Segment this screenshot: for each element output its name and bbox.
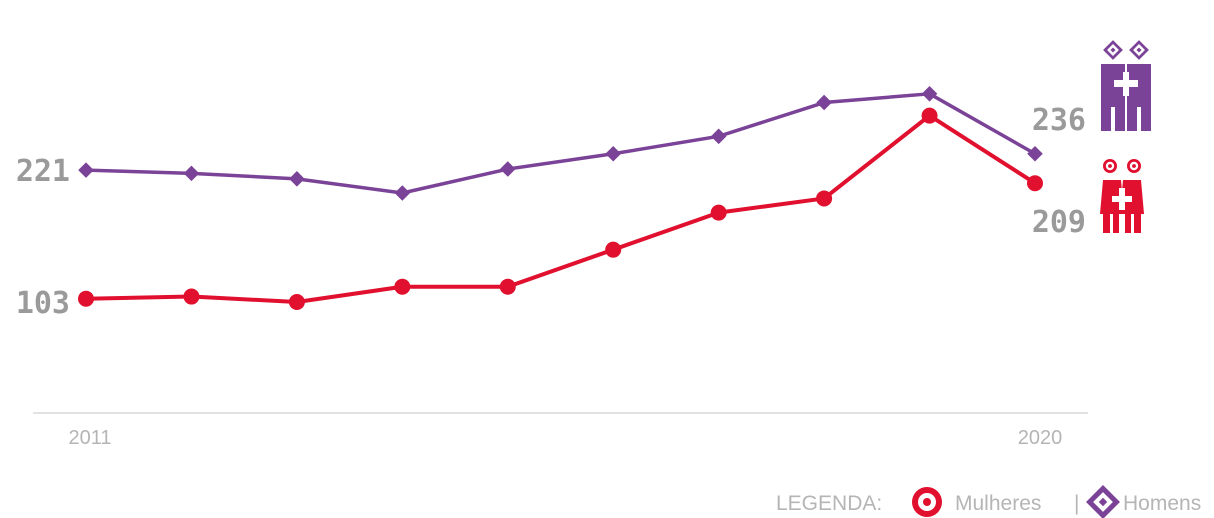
data-point-homens-2014 xyxy=(394,185,411,201)
data-point-mulheres-2018 xyxy=(816,190,833,207)
data-point-mulheres-2013 xyxy=(288,294,305,310)
data-point-mulheres-2014 xyxy=(394,278,411,295)
start-label-mulheres: 103 xyxy=(16,286,70,321)
diamond-target-icon xyxy=(1086,485,1120,518)
legend: LEGENDA: Mulheres | Homens xyxy=(776,485,1201,518)
circle-target-icon xyxy=(912,487,942,517)
x-tick-label-start: 2011 xyxy=(68,427,111,449)
start-label-homens: 221 xyxy=(16,154,70,189)
end-label-mulheres: 209 xyxy=(1032,205,1086,240)
data-point-homens-2016 xyxy=(605,145,622,162)
end-label-homens: 236 xyxy=(1032,103,1086,138)
data-point-homens-2019 xyxy=(921,86,938,102)
data-point-homens-2013 xyxy=(289,171,305,187)
male-pictogram-icon xyxy=(1101,40,1151,131)
legend-label-homens: Homens xyxy=(1123,492,1201,515)
data-point-homens-2015 xyxy=(499,161,516,177)
legend-separator: | xyxy=(1074,492,1079,515)
data-point-mulheres-2011 xyxy=(78,290,94,307)
data-point-mulheres-2017 xyxy=(710,204,727,221)
data-point-homens-2017 xyxy=(710,128,727,145)
data-point-homens-2012 xyxy=(183,165,200,182)
x-tick-label-end: 2020 xyxy=(1018,427,1063,449)
data-point-mulheres-2012 xyxy=(183,288,200,305)
data-point-mulheres-2016 xyxy=(605,241,622,258)
data-point-mulheres-2019 xyxy=(921,107,938,124)
data-point-mulheres-2020 xyxy=(1027,175,1043,192)
series-line-mulheres xyxy=(85,113,1037,304)
data-point-homens-2020 xyxy=(1027,145,1043,162)
series-layer xyxy=(78,86,1043,310)
series-line-homens xyxy=(85,92,1036,195)
female-pictogram-icon xyxy=(1100,159,1144,233)
data-point-homens-2018 xyxy=(816,94,832,111)
legend-prefix: LEGENDA: xyxy=(776,492,882,515)
data-point-mulheres-2015 xyxy=(499,278,516,295)
legend-label-mulheres: Mulheres xyxy=(955,492,1041,515)
data-point-homens-2011 xyxy=(78,162,94,178)
